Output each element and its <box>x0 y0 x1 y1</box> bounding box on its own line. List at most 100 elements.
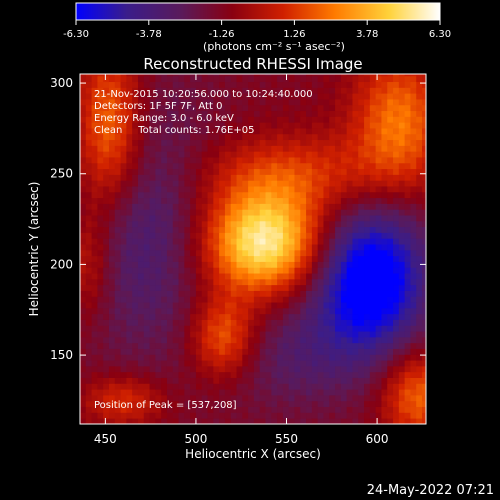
heatmap-cell <box>306 244 313 251</box>
heatmap-cell <box>248 133 255 141</box>
heatmap-cell <box>300 273 307 280</box>
heatmap-cell <box>242 238 249 245</box>
heatmap-cell <box>248 74 255 77</box>
heatmap-cell <box>184 99 191 106</box>
heatmap-cell <box>259 319 266 326</box>
heatmap-cell <box>416 267 423 274</box>
heatmap-cell <box>230 360 237 367</box>
heatmap-cell <box>398 284 406 291</box>
heatmap-cell <box>132 238 139 245</box>
heatmap-cell <box>224 290 232 297</box>
heatmap-cell <box>387 203 394 210</box>
heatmap-cell <box>242 278 249 286</box>
heatmap-cell <box>91 220 98 228</box>
heatmap-cell <box>358 168 365 175</box>
heatmap-cell <box>387 255 394 262</box>
heatmap-cell <box>236 261 243 268</box>
heatmap-cell <box>85 319 92 326</box>
heatmap-cell <box>329 296 336 303</box>
heatmap-cell <box>114 365 121 373</box>
heatmap-cell <box>80 99 87 106</box>
heatmap-cell <box>166 371 174 378</box>
heatmap-cell <box>416 383 423 390</box>
heatmap-cell <box>195 400 203 407</box>
heatmap-cell <box>259 226 266 233</box>
heatmap-cell <box>242 400 249 407</box>
heatmap-cell <box>410 104 417 112</box>
heatmap-cell <box>184 325 191 332</box>
heatmap-cell <box>311 394 319 402</box>
heatmap-cell <box>404 191 411 199</box>
heatmap-cell <box>335 319 342 326</box>
heatmap-cell <box>120 133 127 141</box>
heatmap-cell <box>410 406 417 413</box>
heatmap-cell <box>288 406 295 413</box>
heatmap-cell <box>190 145 197 152</box>
heatmap-cell <box>149 87 156 94</box>
heatmap-cell <box>149 110 156 117</box>
heatmap-cell <box>265 197 272 204</box>
heatmap-cell <box>219 238 226 245</box>
heatmap-cell <box>398 342 406 349</box>
heatmap-cell <box>219 348 226 355</box>
heatmap-cell <box>398 255 406 262</box>
heatmap-cell <box>404 180 411 187</box>
heatmap-cell <box>224 354 232 361</box>
heatmap-cell <box>137 197 145 204</box>
heatmap-cell <box>132 307 139 315</box>
heatmap-cell <box>329 180 336 187</box>
heatmap-cell <box>265 232 272 239</box>
heatmap-cell <box>306 74 313 77</box>
heatmap-cell <box>248 307 255 315</box>
heatmap-cell <box>398 197 406 204</box>
heatmap-cell <box>387 400 394 407</box>
heatmap-cell <box>80 336 87 344</box>
heatmap-cell <box>143 145 150 152</box>
heatmap-cell <box>97 267 104 274</box>
heatmap-cell <box>422 336 426 344</box>
heatmap-cell <box>381 249 388 257</box>
heatmap-cell <box>97 342 104 349</box>
heatmap-cell <box>103 389 110 396</box>
heatmap-cell <box>219 116 226 123</box>
heatmap-cell <box>340 319 348 326</box>
heatmap-cell <box>172 110 179 117</box>
heatmap-cell <box>329 400 336 407</box>
heatmap-cell <box>143 238 150 245</box>
heatmap-cell <box>219 104 226 112</box>
heatmap-cell <box>398 232 406 239</box>
heatmap-cell <box>108 209 116 216</box>
heatmap-cell <box>311 377 319 384</box>
heatmap-cell <box>329 133 336 141</box>
heatmap-cell <box>358 273 365 280</box>
heatmap-cell <box>166 360 174 367</box>
heatmap-cell <box>190 296 197 303</box>
heatmap-cell <box>282 162 290 170</box>
heatmap-cell <box>108 81 116 88</box>
heatmap-cell <box>224 87 232 94</box>
heatmap-cell <box>97 290 104 297</box>
heatmap-cell <box>97 110 104 117</box>
heatmap-cell <box>317 99 324 106</box>
heatmap-cell <box>375 278 382 286</box>
heatmap-cell <box>108 331 116 338</box>
heatmap-cell <box>242 412 249 419</box>
heatmap-cell <box>190 331 197 338</box>
heatmap-cell <box>253 255 261 262</box>
heatmap-cell <box>114 238 121 245</box>
heatmap-cell <box>300 81 307 88</box>
heatmap-cell <box>369 307 377 315</box>
heatmap-cell <box>120 116 127 123</box>
heatmap-cell <box>114 354 121 361</box>
heatmap-cell <box>161 296 168 303</box>
heatmap-cell <box>404 93 411 100</box>
heatmap-cell <box>323 116 330 123</box>
heatmap-cell <box>352 133 359 141</box>
heatmap-cell <box>236 133 243 141</box>
heatmap-cell <box>416 365 423 373</box>
heatmap-cell <box>149 273 156 280</box>
heatmap-cell <box>137 93 145 100</box>
heatmap-cell <box>108 278 116 286</box>
heatmap-cell <box>375 232 382 239</box>
heatmap-cell <box>172 75 179 83</box>
